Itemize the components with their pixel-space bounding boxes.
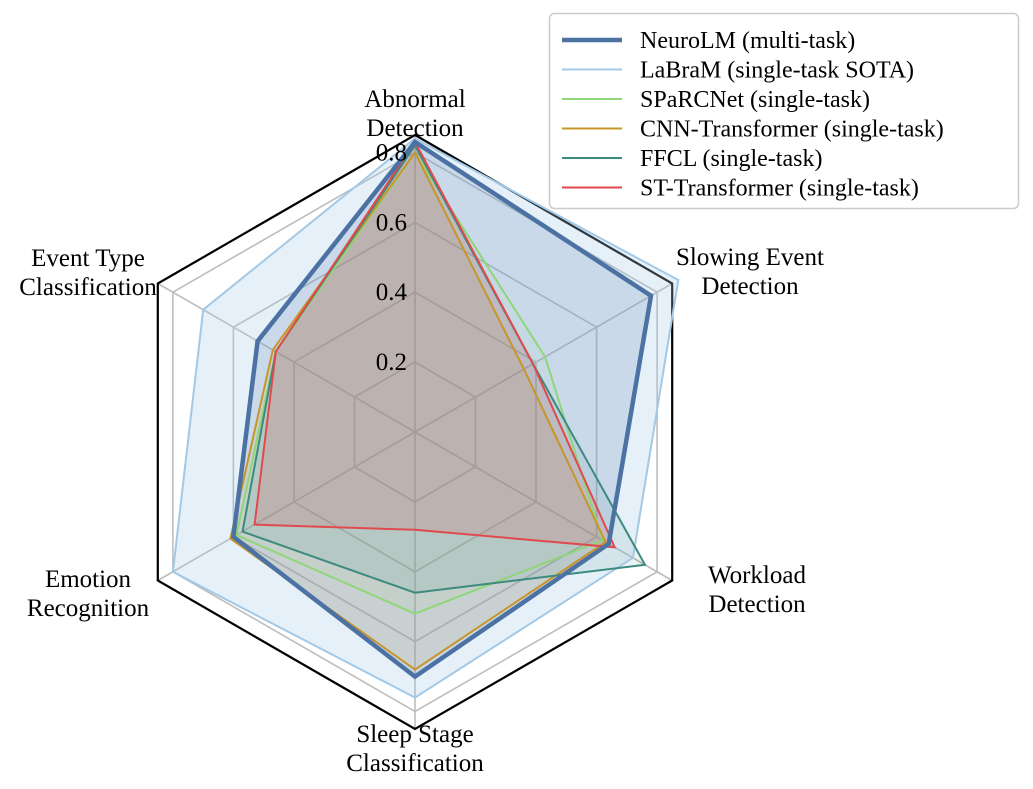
series-line-2	[171, 137, 680, 699]
series-fill-1	[233, 142, 651, 677]
legend-label-5: FFCL (single-task)	[640, 146, 822, 172]
tick-label-4: 0.8	[376, 140, 407, 167]
spoke-3	[414, 431, 673, 582]
axis-label-1: Abnormal Detection	[364, 86, 465, 142]
legend-label-1: NeuroLM (multi-task)	[640, 28, 855, 54]
legend: NeuroLM (multi-task) LaBraM (single-task …	[548, 12, 1020, 210]
axis-label-2: Slowing Event Detection	[676, 244, 824, 300]
tick-label-3: 0.6	[376, 209, 407, 236]
radar-series	[171, 137, 680, 699]
series-line-1	[231, 138, 654, 680]
series-fill-5	[242, 145, 645, 593]
tick-label-1: 0.2	[376, 349, 407, 376]
radar-grid	[156, 133, 674, 731]
series-line-4	[229, 150, 607, 671]
radial-tick-labels: 0.2 0.4 0.6 0.8	[376, 140, 408, 377]
series-fill-3	[236, 152, 603, 614]
series-fill-6	[254, 142, 615, 548]
series-line-6	[253, 140, 617, 549]
legend-box	[548, 12, 1020, 210]
outer-frame	[156, 133, 674, 731]
tick-label-2: 0.4	[376, 279, 408, 306]
axis-label-3: Workload Detection	[708, 562, 806, 618]
legend-label-3: SPaRCNet (single-task)	[640, 87, 870, 113]
legend-label-6: ST-Transformer (single-task)	[640, 176, 919, 202]
spoke-2	[414, 282, 673, 433]
axis-label-4: Sleep Stage Classification	[346, 721, 484, 777]
spoke-5	[157, 431, 416, 582]
series-fill-2	[172, 138, 679, 698]
axis-label-6: Event Type Classification	[19, 245, 157, 301]
axis-label-5: Emotion Recognition	[27, 566, 150, 622]
axis-labels: Abnormal Detection Slowing Event Detection W…	[19, 86, 824, 777]
legend-label-2: LaBraM (single-task SOTA)	[640, 58, 914, 84]
spoke-6	[157, 282, 416, 433]
legend-label-4: CNN-Transformer (single-task)	[640, 117, 944, 143]
